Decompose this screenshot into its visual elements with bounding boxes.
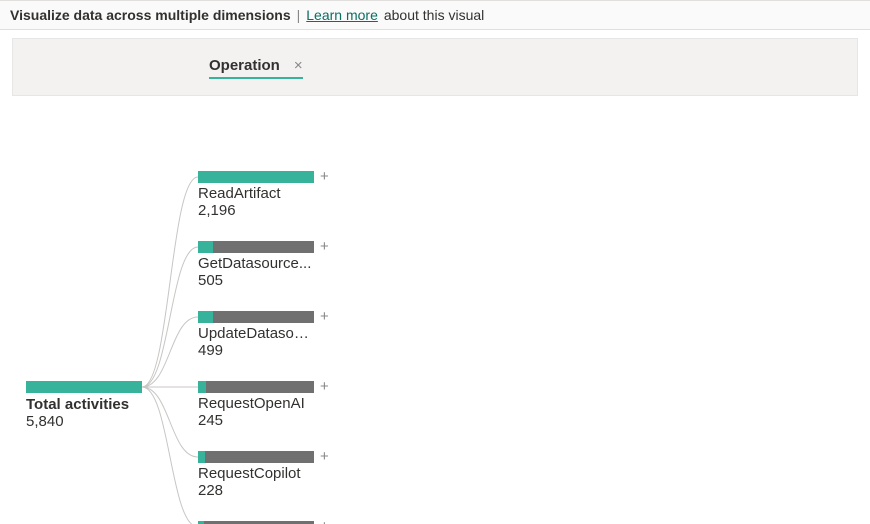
leaf-value: 2,196 (198, 202, 314, 219)
connector-path (142, 247, 198, 387)
breakdown-chip-bar: Operation × (12, 38, 858, 96)
leaf-bar (198, 241, 314, 253)
leaf-bar-fill (198, 311, 213, 323)
root-value: 5,840 (26, 413, 142, 430)
leaf-bar (198, 311, 314, 323)
leaf-node[interactable]: +RequestCopilot228 (198, 451, 314, 499)
connector-path (142, 387, 198, 457)
leaf-value: 505 (198, 272, 314, 289)
leaf-node[interactable]: +RequestOpenAI245 (198, 381, 314, 429)
hint-trailing: about this visual (384, 7, 484, 23)
leaf-value: 228 (198, 482, 314, 499)
expand-icon[interactable]: + (320, 311, 329, 323)
leaf-bar-fill (198, 451, 205, 463)
leaf-node[interactable]: +UpdateDatasou...499 (198, 311, 314, 359)
connector-path (142, 387, 198, 524)
expand-icon[interactable]: + (320, 241, 329, 253)
leaf-bar (198, 381, 314, 393)
breakdown-chip-label: Operation (209, 57, 280, 74)
root-node[interactable]: Total activities 5,840 (26, 381, 142, 430)
leaf-bar-fill (198, 381, 206, 393)
leaf-label: ReadArtifact (198, 185, 314, 202)
leaf-label: RequestCopilot (198, 465, 314, 482)
leaf-bar-fill (198, 241, 213, 253)
leaf-label: GetDatasource... (198, 255, 314, 272)
hint-bar: Visualize data across multiple dimension… (0, 0, 870, 30)
connector-path (142, 317, 198, 387)
expand-icon[interactable]: + (320, 381, 329, 393)
leaf-label: RequestOpenAI (198, 395, 314, 412)
leaf-bar-fill (198, 171, 314, 183)
leaf-value: 499 (198, 342, 314, 359)
hint-lead: Visualize data across multiple dimension… (10, 7, 291, 23)
expand-icon[interactable]: + (320, 171, 329, 183)
root-label: Total activities (26, 396, 142, 413)
leaf-label: UpdateDatasou... (198, 325, 314, 342)
learn-more-link[interactable]: Learn more (306, 7, 378, 23)
leaf-value: 245 (198, 412, 314, 429)
tree-canvas: Operation × Total activities 5,840 +Read… (0, 30, 870, 524)
leaf-bar (198, 451, 314, 463)
leaf-node[interactable]: +ReadArtifact2,196 (198, 171, 314, 219)
breakdown-chip-close-icon[interactable]: × (294, 57, 303, 74)
expand-icon[interactable]: + (320, 451, 329, 463)
breakdown-chip[interactable]: Operation × (209, 57, 303, 79)
root-bar (26, 381, 142, 393)
connector-path (142, 177, 198, 387)
connector-lines (0, 30, 870, 524)
leaf-node[interactable]: +GetDatasource...505 (198, 241, 314, 289)
hint-divider: | (297, 7, 301, 23)
leaf-bar (198, 171, 314, 183)
